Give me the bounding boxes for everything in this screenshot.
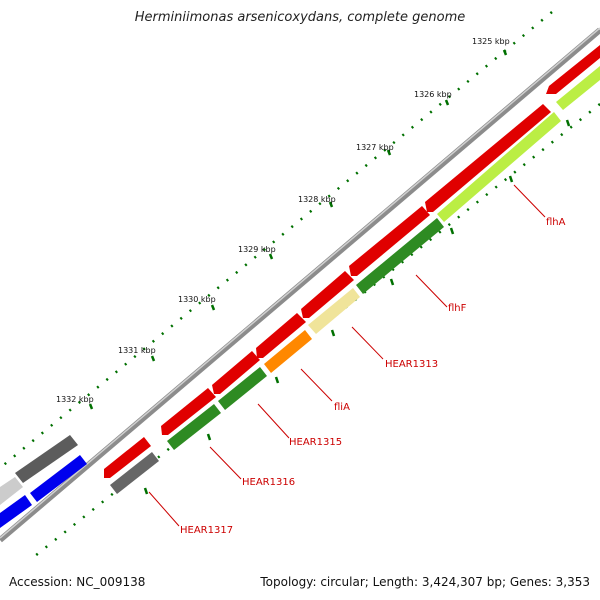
scale-dotted-line-inner xyxy=(29,103,600,561)
cds-forward-HEAR1317[interactable] xyxy=(104,437,151,478)
gene-label: HEAR1315 xyxy=(289,437,342,448)
page-title: Herminiimonas arsenicoxydans, complete g… xyxy=(134,10,466,25)
topology-label: Topology: circular xyxy=(260,575,365,589)
scale-label: 1325 kbp xyxy=(472,37,510,46)
feature-fliA-orange[interactable] xyxy=(264,330,312,373)
scale-label: 1332 kbp xyxy=(56,395,94,404)
scale-label: 1328 kbp xyxy=(298,195,336,204)
scale-label: 1331 kbp xyxy=(118,346,156,355)
inner-scale-ticks xyxy=(143,119,571,495)
feature-left-blue-2[interactable] xyxy=(0,495,32,528)
feature-flhA-lightgreen[interactable] xyxy=(437,112,561,222)
genome-summary: Topology: circular; Length: 3,424,307 bp… xyxy=(260,575,590,589)
scale-ticks xyxy=(88,49,508,410)
length-label: Length: 3,424,307 bp xyxy=(372,575,502,589)
scale-labels: 1325 kbp 1326 kbp 1327 kbp 1328 kbp 1329… xyxy=(56,37,510,404)
feature-1325-lightgreen[interactable] xyxy=(556,66,600,110)
scale-label: 1326 kbp xyxy=(414,90,452,99)
separator: ; xyxy=(502,575,510,589)
genome-backbone xyxy=(0,27,600,543)
cds-forward-fliA[interactable] xyxy=(256,313,306,358)
cds-forward-HEAR1316[interactable] xyxy=(161,388,216,435)
feature-left-blue[interactable] xyxy=(30,455,87,502)
feature-left-grey[interactable] xyxy=(15,435,78,483)
gene-label: HEAR1313 xyxy=(385,359,438,370)
scale-label: 1327 kbp xyxy=(356,143,394,152)
cds-forward-1325[interactable] xyxy=(546,45,600,94)
cds-forward-HEAR1313[interactable] xyxy=(301,271,354,318)
feature-HEAR1315-green[interactable] xyxy=(218,367,267,410)
genes-count-label: Genes: 3,353 xyxy=(509,575,590,589)
gene-label: HEAR1317 xyxy=(180,525,233,536)
gene-label: flhA xyxy=(546,217,566,228)
gene-label: HEAR1316 xyxy=(242,477,295,488)
feature-HEAR1316-green[interactable] xyxy=(167,404,221,450)
feature-left-lightgrey[interactable] xyxy=(0,477,23,505)
scale-label: 1329 kbp xyxy=(238,245,276,254)
feature-flhF-green[interactable] xyxy=(356,218,444,294)
gene-label-leaders xyxy=(148,184,546,527)
separator: ; xyxy=(364,575,373,589)
feature-HEAR1313-yellow[interactable] xyxy=(308,288,360,334)
cds-forward-flhF[interactable] xyxy=(349,206,430,276)
genome-backbone-highlight xyxy=(0,27,600,539)
accession-label: Accession: NC_009138 xyxy=(9,575,146,589)
scale-label: 1330 kbp xyxy=(178,295,216,304)
gene-label: flhF xyxy=(448,303,467,314)
cds-forward-HEAR1315[interactable] xyxy=(212,351,260,394)
feature-HEAR1317-grey[interactable] xyxy=(110,452,159,494)
cds-forward-flhA[interactable] xyxy=(425,104,551,212)
gene-label: fliA xyxy=(334,402,350,413)
gene-labels: flhA flhF HEAR1313 fliA HEAR1315 HEAR131… xyxy=(180,217,566,536)
